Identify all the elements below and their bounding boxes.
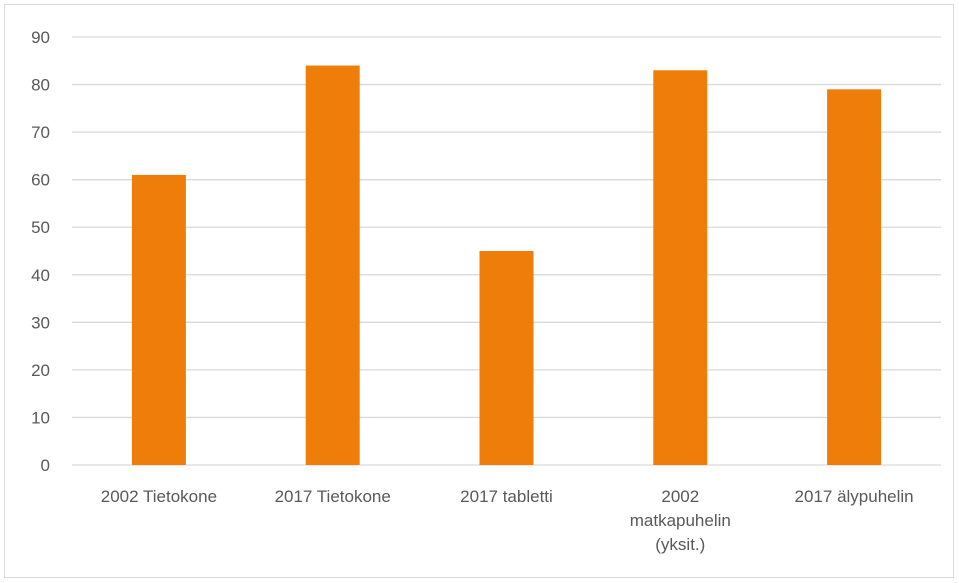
x-category-label-line: 2002 Tietokone: [101, 487, 217, 506]
y-axis-ticks: 0 10 20 30 40 50 60 70 80 90: [31, 28, 50, 475]
x-category-label: 2017 Tietokone: [275, 487, 391, 506]
x-category-label-line: matkapuhelin: [630, 511, 731, 530]
y-tick-label: 30: [31, 313, 50, 332]
x-category-label-line: 2017 Tietokone: [275, 487, 391, 506]
x-category-label-line: 2017 älypuhelin: [795, 487, 914, 506]
y-tick-label: 90: [31, 28, 50, 47]
bar-2: [305, 65, 360, 466]
y-tick-label: 10: [31, 408, 50, 427]
x-axis-labels: 2002 Tietokone 2017 Tietokone 2017 tablett…: [101, 487, 914, 554]
gridlines: [72, 36, 941, 466]
x-category-label: 2002 matkapuhelin (yksit.): [630, 487, 731, 554]
y-tick-label: 20: [31, 361, 50, 380]
y-tick-label: 40: [31, 266, 50, 285]
x-category-label: 2002 Tietokone: [101, 487, 217, 506]
x-category-label-line: (yksit.): [655, 535, 705, 554]
y-tick-label: 70: [31, 123, 50, 142]
y-tick-label: 60: [31, 171, 50, 190]
x-category-label-line: 2017 tabletti: [460, 487, 553, 506]
x-category-label: 2017 tabletti: [460, 487, 553, 506]
y-tick-label: 80: [31, 76, 50, 95]
x-category-label: 2017 älypuhelin: [795, 487, 914, 506]
bar-3: [479, 251, 534, 465]
bar-1: [131, 174, 186, 465]
y-tick-label: 50: [31, 218, 50, 237]
y-tick-label: 0: [41, 456, 50, 475]
bar-4: [653, 70, 708, 466]
bar-5: [827, 89, 882, 466]
bars: [131, 65, 882, 466]
x-category-label-line: 2002: [661, 487, 699, 506]
